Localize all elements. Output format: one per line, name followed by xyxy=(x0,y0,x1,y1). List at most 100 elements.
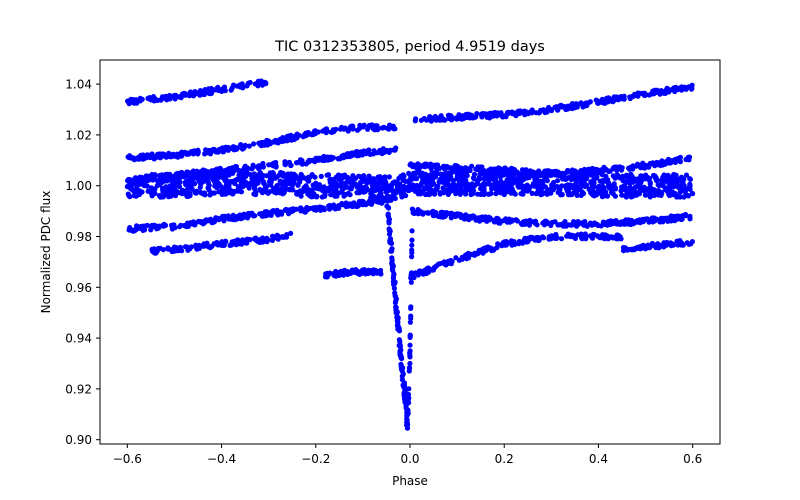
data-point xyxy=(476,176,483,182)
data-point xyxy=(602,100,608,106)
data-point xyxy=(261,139,267,145)
data-point xyxy=(669,182,675,188)
data-point xyxy=(408,161,414,167)
data-point xyxy=(619,192,625,198)
data-point xyxy=(324,172,330,178)
data-point xyxy=(601,193,607,199)
data-point xyxy=(312,158,318,164)
data-point xyxy=(638,243,644,249)
data-point xyxy=(313,180,319,186)
data-point xyxy=(611,182,617,188)
data-point xyxy=(510,180,517,186)
data-point xyxy=(157,245,163,251)
data-point xyxy=(428,178,434,184)
data-point xyxy=(231,189,237,195)
data-point xyxy=(348,151,354,157)
data-point xyxy=(267,178,273,184)
data-point xyxy=(433,117,439,123)
data-point xyxy=(393,297,399,303)
data-point xyxy=(595,170,601,176)
data-point xyxy=(598,188,604,194)
data-point xyxy=(389,255,395,261)
data-point xyxy=(407,342,413,348)
data-point xyxy=(283,172,289,178)
data-point xyxy=(413,165,419,171)
data-point xyxy=(487,168,493,174)
data-point xyxy=(188,182,194,188)
data-point xyxy=(436,165,442,171)
data-point xyxy=(383,189,390,195)
data-point xyxy=(298,171,304,178)
data-point xyxy=(463,172,469,178)
data-point xyxy=(191,220,197,226)
data-point xyxy=(220,213,226,219)
data-point xyxy=(470,175,477,181)
data-point xyxy=(534,222,540,228)
data-point xyxy=(200,172,207,178)
data-point xyxy=(253,190,259,196)
data-point xyxy=(149,246,155,252)
data-point xyxy=(354,190,360,196)
data-point xyxy=(518,171,525,177)
data-point xyxy=(124,184,130,190)
data-point xyxy=(660,174,666,180)
data-point xyxy=(208,85,214,92)
data-point xyxy=(371,184,377,190)
data-point xyxy=(673,181,679,187)
data-point xyxy=(573,102,579,108)
data-point xyxy=(624,246,630,252)
data-point xyxy=(360,199,366,205)
data-point xyxy=(404,425,411,431)
data-point xyxy=(304,185,310,191)
data-point xyxy=(272,187,278,193)
data-point xyxy=(653,244,659,251)
data-point xyxy=(215,215,222,221)
data-point xyxy=(237,84,243,90)
data-point xyxy=(470,185,476,191)
data-point xyxy=(172,174,178,180)
data-point xyxy=(172,191,179,197)
data-point xyxy=(397,350,403,356)
data-point xyxy=(400,383,406,389)
data-point xyxy=(382,174,388,180)
data-point xyxy=(392,179,398,185)
data-point xyxy=(189,186,195,192)
data-point xyxy=(627,94,633,100)
data-point xyxy=(647,244,653,251)
data-point xyxy=(159,172,165,178)
data-point xyxy=(666,192,672,198)
data-point xyxy=(403,399,409,405)
data-point xyxy=(565,168,571,174)
data-point xyxy=(453,163,459,169)
data-point xyxy=(393,304,399,310)
data-point xyxy=(618,188,624,194)
data-point xyxy=(555,189,561,195)
data-point xyxy=(523,167,529,173)
data-point xyxy=(347,176,354,182)
data-point xyxy=(439,177,445,183)
data-point xyxy=(583,233,589,239)
data-point xyxy=(598,223,604,229)
data-point xyxy=(407,354,413,360)
data-point xyxy=(342,267,348,273)
data-point xyxy=(408,173,414,179)
data-point xyxy=(250,162,256,168)
data-point xyxy=(448,165,454,171)
data-point xyxy=(182,191,188,197)
data-point xyxy=(396,175,402,181)
data-point xyxy=(210,146,216,153)
data-point xyxy=(681,182,687,189)
data-point xyxy=(391,271,397,278)
data-point xyxy=(288,171,294,177)
data-point xyxy=(650,172,657,179)
data-point xyxy=(506,188,512,195)
data-point xyxy=(128,184,134,190)
data-point xyxy=(240,177,246,183)
data-point xyxy=(440,185,446,191)
data-point xyxy=(246,143,252,149)
data-point xyxy=(129,227,135,233)
data-point xyxy=(286,159,292,165)
data-point xyxy=(163,154,169,160)
data-point xyxy=(365,126,371,132)
data-point xyxy=(662,161,668,167)
